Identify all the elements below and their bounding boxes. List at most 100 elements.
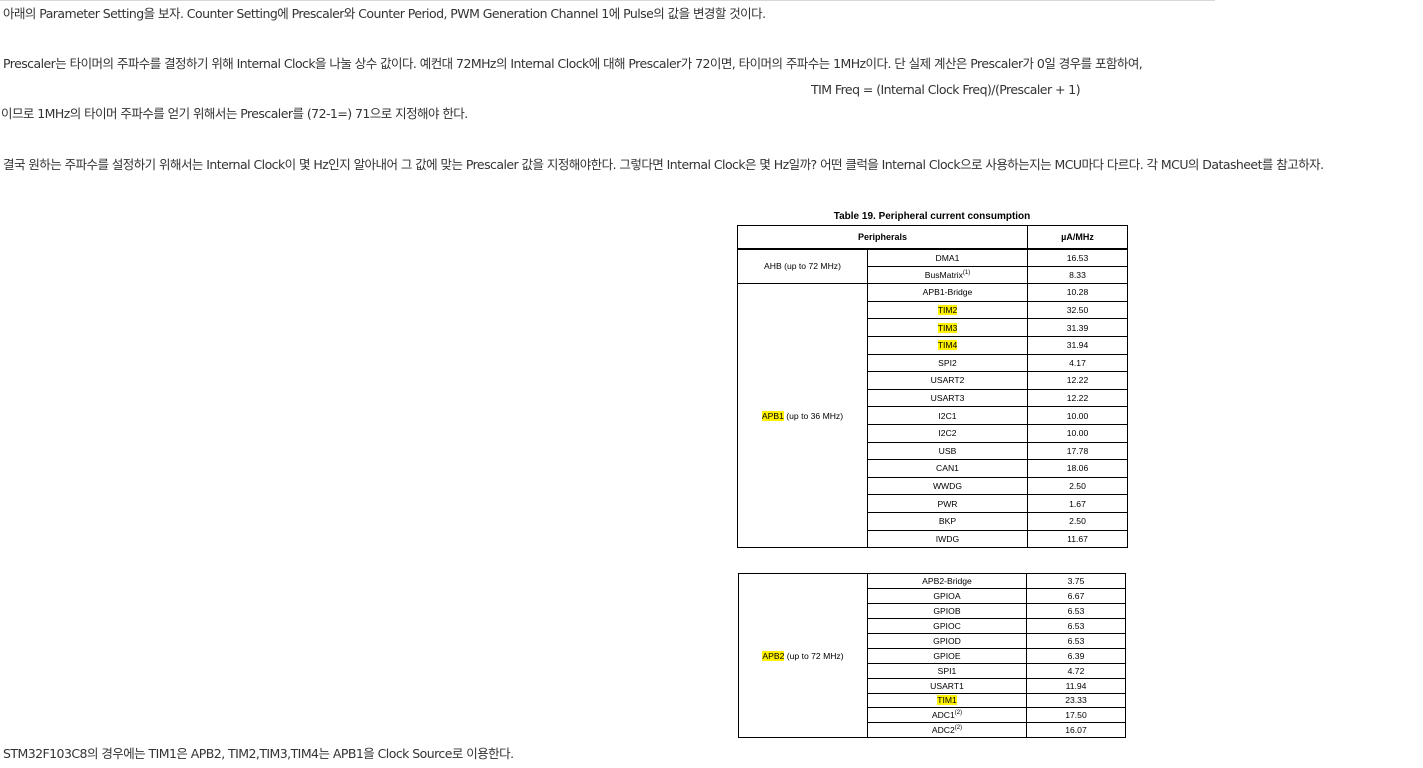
peripheral-name-cell: BusMatrix(1) (867, 265, 1028, 285)
peripheral-name: GPIOB (933, 605, 961, 616)
peripheral-name: TIM1 (937, 695, 957, 706)
peripheral-name-cell: PWR (867, 494, 1028, 513)
peripheral-name-cell: GPIOC (867, 617, 1027, 634)
bus-frequency-label: (up to 72 MHz) (784, 650, 844, 661)
peripheral-current-table-1: Peripherals µA/MHz AHB (up to 72 MHz) DMA… (737, 225, 1128, 549)
table-row: GPIOC 6.53 (739, 617, 1126, 634)
peripheral-name-cell: GPIOB (867, 602, 1027, 619)
peripheral-name: SPI2 (938, 357, 957, 368)
peripheral-name: BKP (938, 516, 957, 527)
table-row: GPIOE 6.39 (739, 647, 1126, 664)
table-row: GPIOD 6.53 (739, 632, 1126, 649)
peripheral-name-cell: SPI1 (867, 662, 1027, 679)
current-value-cell: 10.28 (1027, 283, 1128, 302)
peripheral-name-cell: ADC1(2) (867, 707, 1027, 724)
peripheral-name-cell: USART1 (867, 677, 1027, 694)
bus-name-highlight: APB2 (762, 650, 785, 661)
paragraph-prescaler-intro: Prescaler는 타이머의 주파수를 결정하기 위해 Internal Cl… (3, 56, 1143, 71)
peripheral-name-cell: TIM3 (867, 318, 1028, 337)
table-row: USART3 12.22 (738, 388, 1128, 408)
table-row: APB2 (up to 72 MHz) APB2-Bridge 3.75 (738, 572, 1126, 739)
table-row: APB1 (up to 36 MHz) APB1-Bridge 10.28 (737, 283, 1128, 549)
peripheral-name-cell: CAN1 (867, 459, 1028, 478)
table-row: AHB (up to 72 MHz) DMA1 16.53 (737, 247, 1128, 285)
current-value-cell: 12.22 (1027, 388, 1128, 408)
current-value-cell: 11.94 (1026, 677, 1126, 694)
current-value-cell: 10.00 (1027, 423, 1128, 443)
table-row: ADC2(2) 16.07 (739, 722, 1126, 739)
footnote-marker: (1) (962, 270, 971, 277)
peripheral-name: USART2 (930, 375, 965, 386)
peripheral-name: PWR (937, 498, 958, 509)
table-row: GPIOA 6.67 (739, 587, 1126, 604)
peripheral-name-cell: USART3 (867, 388, 1028, 408)
peripheral-name: TIM4 (937, 340, 958, 351)
peripheral-name-cell: TIM1 (867, 692, 1027, 709)
current-value-cell: 16.53 (1027, 248, 1128, 267)
peripheral-name-cell: DMA1 (867, 248, 1028, 267)
peripheral-name: ADC2 (931, 725, 955, 736)
peripheral-name-cell: I2C1 (867, 406, 1028, 425)
peripheral-name: GPIOD (933, 635, 961, 646)
bus-group-label: APB1 (up to 36 MHz) (737, 283, 868, 549)
current-value-cell: 1.67 (1027, 494, 1128, 513)
peripheral-name: WWDG (932, 481, 963, 492)
peripheral-name: SPI1 (937, 665, 957, 676)
peripheral-name-cell: TIM4 (867, 335, 1028, 355)
current-value-cell: 10.00 (1027, 406, 1128, 425)
current-value-cell: 2.50 (1027, 476, 1128, 496)
peripheral-name-cell: USB (867, 441, 1028, 461)
formula-tim-freq: TIM Freq = (Internal Clock Freq)/(Presca… (811, 82, 1081, 97)
paragraph-parameter-setting: 아래의 Parameter Setting을 보자. Counter Setti… (3, 6, 766, 21)
peripheral-name-cell: APB1-Bridge (867, 283, 1028, 302)
current-value-cell: 32.50 (1027, 300, 1128, 320)
current-value-cell: 18.06 (1027, 459, 1128, 478)
current-value-cell: 12.22 (1027, 371, 1128, 390)
peripheral-name-cell: ADC2(2) (867, 722, 1027, 739)
peripheral-current-table-2: APB2 (up to 72 MHz) APB2-Bridge 3.75 GPIOA 6… (738, 572, 1126, 739)
peripheral-name: GPIOE (933, 650, 961, 661)
peripheral-name: ADC1 (931, 710, 955, 721)
current-value-cell: 2.50 (1027, 511, 1128, 531)
bus-group-label: AHB (up to 72 MHz) (737, 247, 868, 285)
current-value-cell: 4.72 (1026, 662, 1126, 679)
peripheral-name: USB (938, 445, 957, 456)
table-row: PWR 1.67 (738, 494, 1128, 513)
bus-name-highlight: APB1 (761, 410, 784, 421)
current-value-cell: 8.33 (1027, 265, 1128, 285)
bus-group-label: APB2 (up to 72 MHz) (738, 572, 868, 739)
peripheral-name: TIM3 (937, 322, 958, 333)
peripheral-name: TIM2 (937, 305, 958, 316)
table-row: USB 17.78 (738, 441, 1128, 461)
bus-frequency-label: (up to 36 MHz) (783, 410, 844, 421)
table-row: I2C2 10.00 (738, 423, 1128, 443)
current-value-cell: 3.75 (1026, 573, 1126, 589)
peripheral-name: USART1 (930, 680, 964, 691)
peripheral-name-cell: IWDG (867, 529, 1028, 549)
peripheral-name: GPIOC (933, 620, 961, 631)
current-value-cell: 31.94 (1027, 335, 1128, 355)
current-value-cell: 6.53 (1026, 632, 1126, 649)
current-value-cell: 6.53 (1026, 617, 1126, 634)
table-row: TIM2 32.50 (738, 300, 1128, 320)
header-peripherals: Peripherals (737, 225, 1028, 250)
paragraph-stm32-clock-source: STM32F103C8의 경우에는 TIM1은 APB2, TIM2,TIM3,… (3, 746, 514, 761)
table-header-row: Peripherals µA/MHz (737, 225, 1128, 250)
peripheral-name-cell: GPIOD (867, 632, 1027, 649)
peripheral-name-cell: USART2 (867, 371, 1028, 390)
peripheral-name-cell: I2C2 (867, 423, 1028, 443)
table-row: ADC1(2) 17.50 (739, 707, 1126, 724)
table-caption: Table 19. Peripheral current consumption (833, 211, 1031, 222)
peripheral-name: USART3 (930, 393, 965, 404)
table-row: CAN1 18.06 (738, 459, 1128, 478)
table-row: IWDG 11.67 (738, 529, 1128, 549)
header-unit: µA/MHz (1027, 225, 1128, 250)
table-row: SPI1 4.72 (739, 662, 1126, 679)
peripheral-name: CAN1 (936, 463, 959, 474)
current-value-cell: 31.39 (1027, 318, 1128, 337)
peripheral-name: DMA1 (935, 252, 960, 263)
current-value-cell: 11.67 (1027, 529, 1128, 549)
peripheral-name: I2C2 (938, 428, 957, 439)
current-value-cell: 17.50 (1026, 707, 1126, 724)
current-value-cell: 6.39 (1026, 647, 1126, 664)
